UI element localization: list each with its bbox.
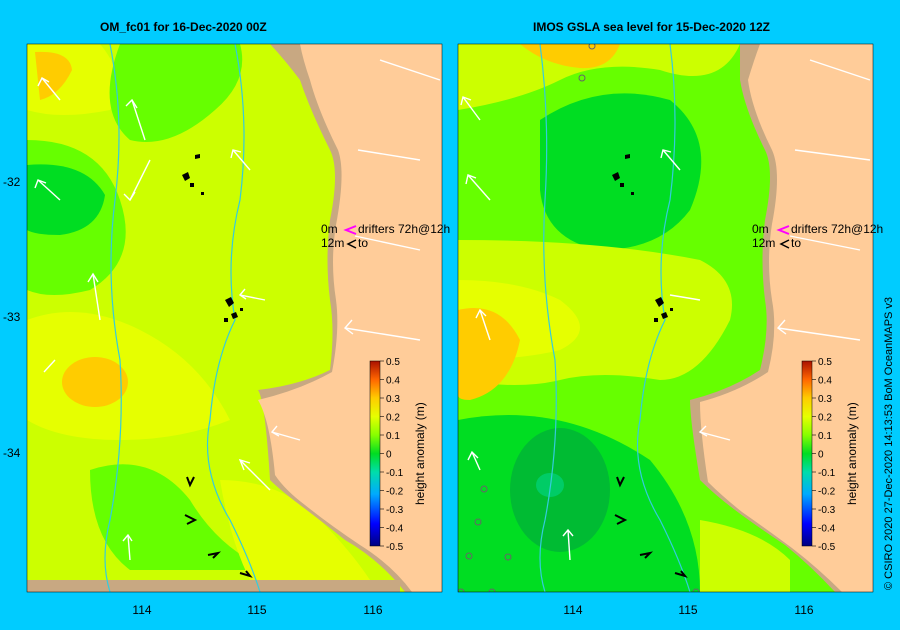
left-islands [182,154,243,322]
left-yellow-patch-se [220,480,370,580]
right-dark-green-gyre [540,93,702,250]
y-tick-minus34: -34 [3,446,21,460]
left-x-tick-115: 115 [247,603,266,617]
right-panel-title: IMOS GSLA sea level for 15-Dec-2020 12Z [533,20,770,34]
left-yellow-patch-south [27,312,230,440]
right-colorbar-bar [801,360,813,547]
left-drifter-legend-magenta [343,225,357,235]
left-x-tick-116: 116 [363,603,382,617]
left-colorbar-tick-label: 0.4 [386,376,400,387]
left-drifter-label-text: drifters 72h@12h [358,222,450,236]
right-x-tick-115: 115 [678,603,697,617]
left-colorbar-tick-label: 0.2 [386,413,400,424]
left-colorbar-tick-label: 0.1 [386,431,400,442]
right-isobath-outer [539,44,557,592]
right-land-western-australia [700,44,873,592]
left-drifter-label-12m: 12m [321,236,344,250]
right-colorbar-tick-label: 0.1 [818,431,832,442]
left-colorbar-tick-label: 0 [386,450,392,461]
right-tide-gauge-markers [458,44,700,592]
left-drifter-tracks [184,476,253,578]
right-drifter-legend-black [779,239,790,249]
left-colorbar-label: height anomaly (m) [413,402,427,505]
right-current-arrows [460,59,871,561]
right-colorbar-tick-label: -0.1 [818,468,836,479]
right-drifter-label-12m: 12m [752,236,775,250]
left-colorbar-tick-label: 0.3 [386,394,400,405]
right-drifter-legend-magenta [776,225,790,235]
left-isobath-inner [206,44,261,592]
left-map-panel: 0m drifters 72h@12h 12m to [26,43,450,593]
right-yellow-green-north [458,44,740,110]
left-drifter-label-0m: 0m [321,222,338,236]
right-drifter-label-text: drifters 72h@12h [791,222,883,236]
right-colorbar-tick-label: 0.4 [818,376,832,387]
right-orange-eddy [458,308,520,400]
left-colorbar-tick-label: -0.5 [386,542,404,553]
right-x-tick-116: 116 [794,603,813,617]
right-colorbar-tick-label: 0 [818,450,824,461]
left-panel-title: OM_fc01 for 16-Dec-2020 00Z [100,20,267,34]
left-drifter-label-to: to [358,236,368,250]
right-drifter-label-0m: 0m [752,222,769,236]
left-colorbar-tick-label: 0.5 [386,357,400,368]
right-x-axis: 114 115 116 [563,603,813,617]
left-colorbar-tick-label: -0.3 [386,505,404,516]
y-axis: -32 -33 -34 [3,175,21,460]
right-colorbar-tick-label: 0.5 [818,357,832,368]
left-colorbar: 0.5 0.4 0.3 0.2 0.1 0 -0.1 -0.2 -0.3 -0.4 -0.5 hei… [369,357,427,553]
credit-text: © CSIRO 2020 27-Dec-2020 14:13:53 BoM Oc… [883,296,895,590]
right-x-tick-114: 114 [563,603,582,617]
left-green-patch-north [109,44,243,142]
left-current-arrows [34,59,441,561]
right-colorbar-tick-label: 0.3 [818,394,832,405]
left-isobath-outer [104,44,122,592]
right-colorbar-tick-label: -0.4 [818,524,836,535]
right-colorbar-tick-label: -0.5 [818,542,836,553]
right-colorbar-label: height anomaly (m) [845,402,859,505]
y-tick-minus33: -33 [3,310,21,324]
left-x-axis: 114 115 116 [132,603,382,617]
right-colorbar-tick-label: -0.2 [818,487,836,498]
right-yellow-green-se [700,520,790,592]
right-colorbar: 0.5 0.4 0.3 0.2 0.1 0 -0.1 -0.2 -0.3 -0.4 -0.5 hei… [801,357,859,553]
left-colorbar-tick-label: -0.4 [386,524,404,535]
left-orange-patch-nw [35,51,72,100]
left-land-western-australia [258,44,442,592]
right-orange-patch-north [520,44,620,69]
left-orange-eddy [62,357,128,407]
right-drifter-label-to: to [791,236,801,250]
right-colorbar-tick-label: 0.2 [818,413,832,424]
left-dark-green-patch [27,164,105,235]
left-south-shelf [27,580,400,592]
left-colorbar-tick-label: -0.2 [386,487,404,498]
y-tick-minus32: -32 [3,175,21,189]
left-x-tick-114: 114 [132,603,151,617]
left-colorbar-tick-label: -0.1 [386,468,404,479]
left-drifter-legend-black [346,239,357,249]
left-colorbar-bar [369,360,381,547]
left-green-patch-south [90,464,270,570]
right-islands [612,154,673,322]
right-drifter-tracks [614,476,688,578]
right-colorbar-tick-label: -0.3 [818,505,836,516]
